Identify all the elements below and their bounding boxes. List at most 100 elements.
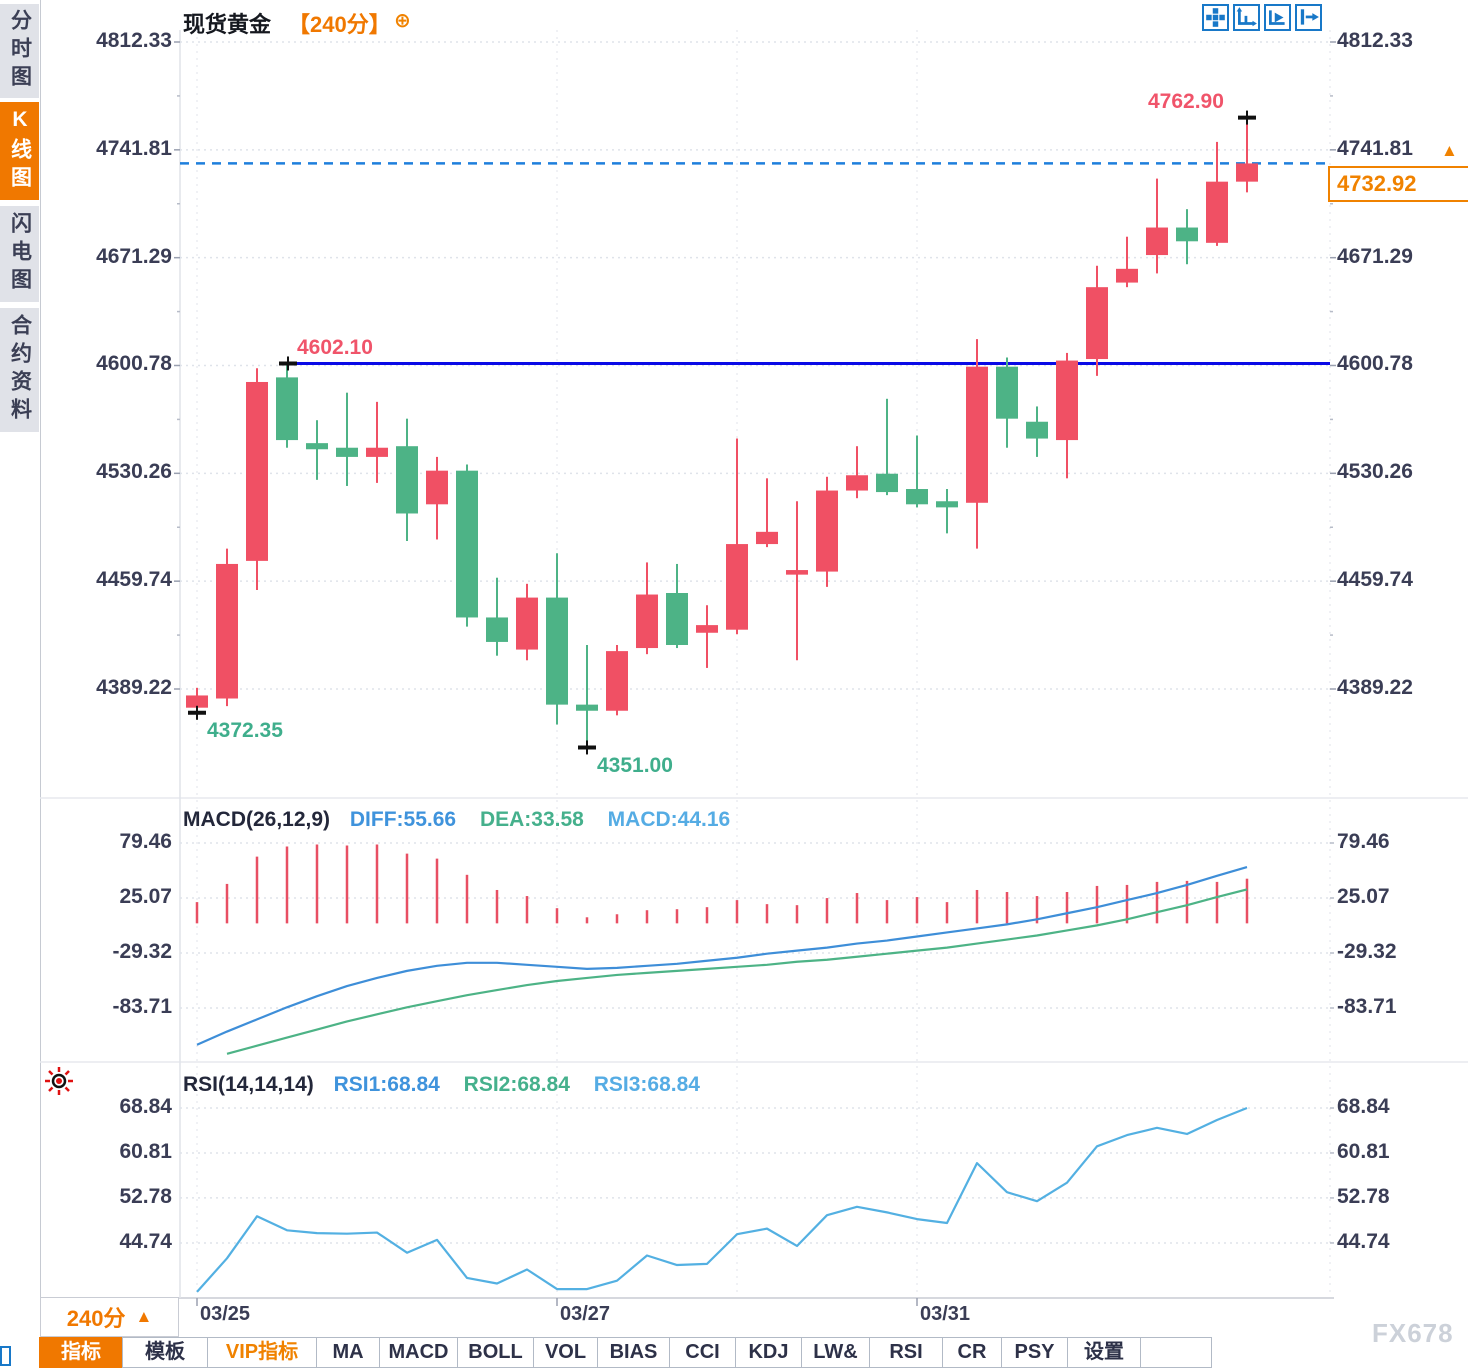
tab-empty (1140, 1337, 1212, 1368)
candle-21 (786, 501, 808, 661)
macd-macd-value: MACD:44.16 (607, 808, 731, 831)
macd-tick-right: -83.71 (1337, 995, 1397, 1018)
watermark: FX678 (1372, 1318, 1454, 1348)
tab-CR[interactable]: CR (942, 1337, 1002, 1368)
candle-32 (1116, 236, 1138, 288)
tab-KDJ[interactable]: KDJ (735, 1337, 802, 1368)
tab-BOLL[interactable]: BOLL (457, 1337, 534, 1368)
exit-right-icon[interactable] (1295, 4, 1322, 31)
tab-指标[interactable]: 指标 (39, 1337, 123, 1368)
candle-23 (846, 446, 868, 499)
rsi-tick-right: 68.84 (1337, 1095, 1390, 1118)
tab-BIAS[interactable]: BIAS (597, 1337, 670, 1368)
rsi-tick-left: 52.78 (119, 1184, 172, 1208)
candle-26 (936, 489, 958, 534)
candle-15 (606, 644, 628, 716)
period-selector-button[interactable]: 240分 ▲ (40, 1297, 179, 1337)
tab-MACD[interactable]: MACD (379, 1337, 458, 1368)
candle-33 (1146, 178, 1168, 274)
macd-tick-left: 79.46 (119, 830, 172, 853)
sidebar-item-1[interactable]: 分时图 (0, 4, 39, 98)
tab-MA[interactable]: MA (316, 1337, 380, 1368)
axis-scale-icon[interactable] (1233, 4, 1260, 31)
macd-tick-right: 79.46 (1337, 830, 1390, 853)
candle-30 (1056, 352, 1078, 479)
tab-CCI[interactable]: CCI (669, 1337, 736, 1368)
candle-34 (1176, 209, 1198, 265)
tab-VIP指标[interactable]: VIP指标 (207, 1337, 317, 1368)
rsi-tick-left: 60.81 (119, 1139, 172, 1163)
rsi-tick-right: 44.74 (1337, 1229, 1390, 1253)
macd-diff-value: DIFF:55.66 (349, 808, 457, 831)
circle-plus-icon[interactable]: ⊕ (394, 10, 411, 32)
indicator-tab-bar: 指标 模板 VIP指标 MA MACD BOLL VOL BIAS CCI KDJ LW& RSI CR… (39, 1337, 1212, 1368)
candle-6 (336, 392, 358, 486)
price-tick-right: 4671.29 (1337, 244, 1413, 268)
sidebar-item-3[interactable]: 闪电图 (0, 206, 39, 302)
candle-9 (426, 456, 448, 540)
price-tick-right: 4741.81 (1337, 136, 1413, 160)
tab-VOL[interactable]: VOL (533, 1337, 598, 1368)
candle-3 (246, 368, 268, 590)
price-tick-left: 4389.22 (96, 676, 172, 699)
macd-tick-left: -29.32 (112, 940, 172, 963)
price-tick-left: 4741.81 (96, 136, 172, 160)
candle-20 (756, 478, 778, 548)
sun-alert-icon[interactable] (44, 1066, 74, 1096)
candle-5 (306, 420, 328, 480)
date-label: 03/31 (920, 1303, 971, 1325)
price-tick-right: 4459.74 (1337, 568, 1413, 592)
candle-11 (486, 577, 508, 656)
left-sidebar: 分时图 K线图闪电图合约资料 (0, 0, 41, 1368)
candle-31 (1086, 265, 1108, 376)
tab-模板[interactable]: 模板 (122, 1337, 208, 1368)
period-label: 240分 (66, 1306, 126, 1331)
sidebar-item-4[interactable]: 合约资料 (0, 308, 39, 432)
tab-RSI[interactable]: RSI (869, 1337, 943, 1368)
candle-36 (1236, 117, 1258, 193)
macd-title: MACD(26,12,9) (183, 808, 331, 831)
annotation-high-price: 4762.90 (1148, 90, 1224, 113)
price-tick-left: 4530.26 (96, 460, 172, 484)
rsi2-value: RSI2:68.84 (463, 1073, 570, 1096)
tab-设置[interactable]: 设置 (1067, 1337, 1141, 1368)
candle-10 (456, 464, 478, 627)
current-price-tag: 4732.92 (1328, 166, 1468, 202)
period-dropdown-arrow-icon: ▲ (135, 1307, 153, 1326)
candle-25 (906, 435, 928, 508)
macd-header: MACD(26,12,9) DIFF:55.66 DEA:33.58 MACD:… (183, 808, 730, 832)
candle-18 (696, 605, 718, 668)
chart-title-symbol: 现货黄金 (183, 12, 272, 37)
candle-28 (996, 357, 1018, 448)
chart-title-period: 【240分】 (288, 12, 391, 37)
price-tick-left: 4812.33 (96, 29, 172, 52)
candle-29 (1026, 406, 1048, 457)
tab-PSY[interactable]: PSY (1001, 1337, 1068, 1368)
tab-LW&[interactable]: LW& (801, 1337, 870, 1368)
rsi-header: RSI(14,14,14) RSI1:68.84 RSI2:68.84 RSI3… (183, 1073, 700, 1097)
candle-35 (1206, 141, 1228, 246)
rsi-tick-left: 68.84 (119, 1095, 172, 1118)
candle-14 (576, 644, 598, 748)
candle-8 (396, 418, 418, 542)
candle-27 (966, 339, 988, 549)
rsi3-value: RSI3:68.84 (593, 1073, 700, 1096)
rsi-title: RSI(14,14,14) (183, 1073, 314, 1096)
candle-13 (546, 553, 568, 725)
annotation-resistance-price: 4602.10 (297, 336, 373, 359)
annotation-low-bottom-price: 4351.00 (597, 754, 673, 777)
price-tick-right: 4530.26 (1337, 460, 1413, 484)
price-tick-left: 4459.74 (96, 568, 172, 592)
auto-play-icon[interactable] (1264, 4, 1291, 31)
scroll-handle[interactable] (0, 1346, 11, 1366)
rsi1-value: RSI1:68.84 (333, 1073, 440, 1096)
move-tool-icon[interactable] (1202, 4, 1229, 31)
price-up-arrow-icon: ▲ (1441, 141, 1458, 160)
candle-7 (366, 401, 388, 483)
candle-4 (276, 363, 298, 448)
sidebar-item-2[interactable]: K线图 (0, 102, 39, 200)
candle-16 (636, 562, 658, 655)
macd-tick-right: -29.32 (1337, 940, 1397, 963)
